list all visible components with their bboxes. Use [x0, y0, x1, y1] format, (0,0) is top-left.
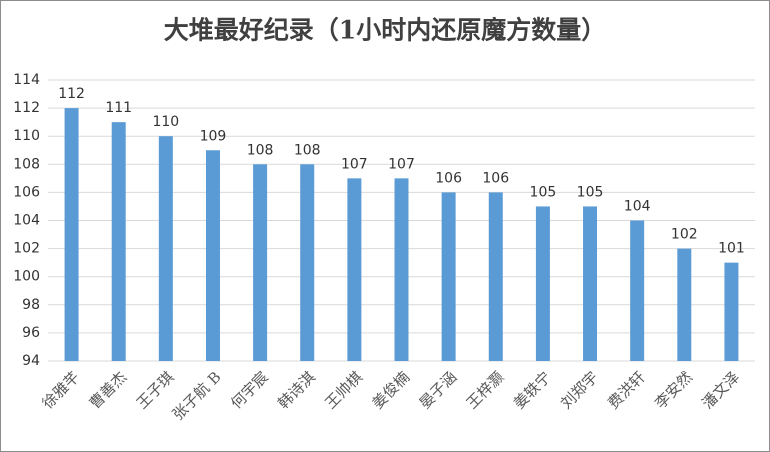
- y-tick-label: 112: [13, 100, 40, 116]
- y-tick-label: 98: [22, 297, 40, 313]
- data-label: 102: [671, 227, 698, 243]
- data-label: 105: [530, 184, 557, 200]
- data-label: 106: [435, 170, 462, 186]
- bar: [488, 192, 503, 361]
- bar: [724, 262, 739, 361]
- bar: [441, 192, 456, 361]
- bar: [535, 206, 550, 361]
- chart-title: 大堆最好纪录（1小时内还原魔方数量）: [164, 16, 606, 45]
- bar: [111, 122, 126, 362]
- bar: [205, 150, 220, 361]
- bar: [677, 248, 692, 361]
- y-tick-label: 100: [13, 269, 40, 285]
- data-label: 107: [388, 156, 415, 172]
- bar: [583, 206, 598, 361]
- data-label: 109: [200, 128, 227, 144]
- bar: [253, 164, 268, 361]
- data-label: 101: [718, 241, 745, 257]
- y-tick-label: 106: [13, 184, 40, 200]
- data-label: 108: [247, 142, 274, 158]
- bar: [300, 164, 315, 361]
- bar: [64, 108, 79, 361]
- bar: [394, 178, 409, 361]
- data-label: 107: [341, 156, 368, 172]
- data-label: 106: [482, 170, 509, 186]
- y-tick-label: 114: [13, 72, 40, 88]
- bar: [630, 220, 645, 361]
- data-label: 105: [577, 184, 604, 200]
- y-tick-label: 94: [22, 353, 40, 369]
- data-label: 104: [624, 199, 651, 215]
- data-label: 111: [105, 100, 132, 116]
- y-tick-label: 102: [13, 241, 40, 257]
- y-tick-label: 108: [13, 156, 40, 172]
- data-label: 110: [152, 114, 179, 130]
- y-tick-label: 110: [13, 128, 40, 144]
- data-label: 108: [294, 142, 321, 158]
- bar: [347, 178, 362, 361]
- data-label: 112: [58, 86, 85, 102]
- bar: [158, 136, 173, 361]
- y-tick-label: 96: [22, 325, 40, 341]
- y-tick-label: 104: [13, 213, 40, 229]
